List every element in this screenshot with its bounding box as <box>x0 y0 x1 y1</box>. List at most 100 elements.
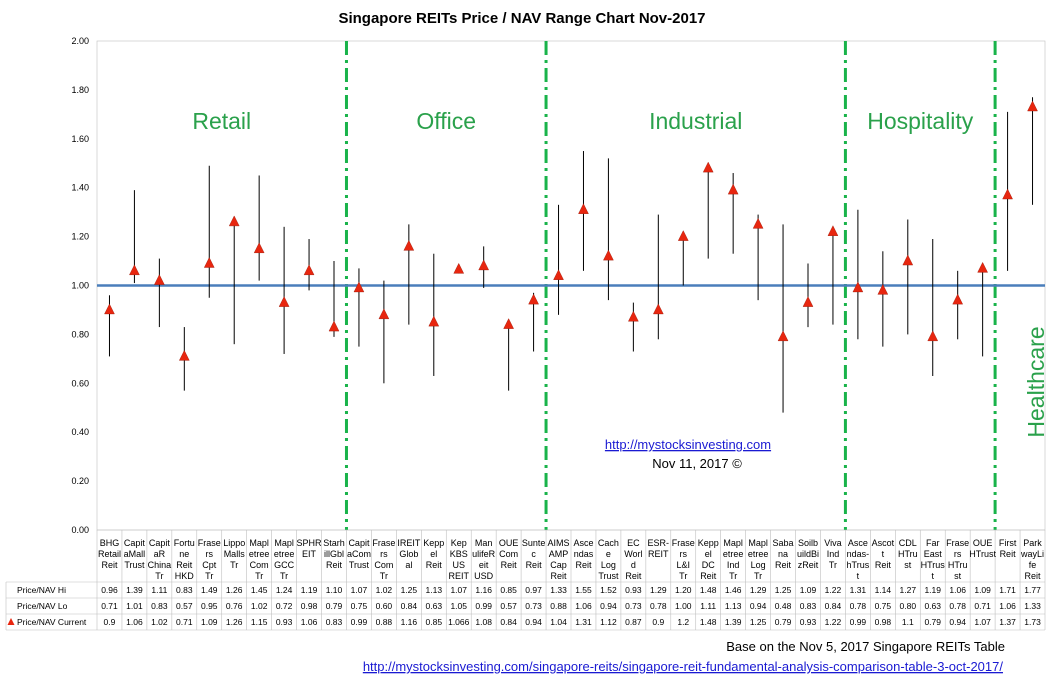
table-cell: 0.94 <box>525 617 542 627</box>
category-label: Man ulifeR eit USD <box>472 538 496 581</box>
table-cell: 0.79 <box>326 601 343 611</box>
row-label: Price/NAV Lo <box>17 601 68 611</box>
current-marker <box>203 257 215 268</box>
table-cell: 0.57 <box>500 601 517 611</box>
table-cell: 1.07 <box>974 617 991 627</box>
category-label: Park wayLi fe Reit <box>1020 538 1044 581</box>
table-cell: 1.02 <box>251 601 268 611</box>
table-cell: 0.85 <box>500 585 517 595</box>
table-cell: 0.88 <box>550 601 567 611</box>
sector-label: Hospitality <box>867 108 974 134</box>
annotation-date: Nov 11, 2017 © <box>652 456 742 471</box>
y-tick-label: 1.60 <box>71 134 89 144</box>
table-cell: 0.78 <box>650 601 667 611</box>
table-cell: 1.08 <box>475 617 492 627</box>
sector-label: Retail <box>192 108 251 134</box>
current-marker <box>503 318 514 329</box>
table-cell: 1.09 <box>800 585 817 595</box>
category-label: Soilb uildBi zReit <box>797 538 819 570</box>
category-label: Capit aMall Trust <box>124 538 146 570</box>
table-cell: 0.76 <box>226 601 243 611</box>
table-cell: 0.98 <box>875 617 892 627</box>
current-marker <box>1002 188 1013 200</box>
current-marker <box>328 320 340 332</box>
table-cell: 0.75 <box>351 601 368 611</box>
category-label: Capit aCom Trust <box>347 538 371 570</box>
current-marker <box>802 296 814 307</box>
table-cell: 0.83 <box>800 601 817 611</box>
table-cell: 0.93 <box>800 617 817 627</box>
table-cell: 0.71 <box>176 617 193 627</box>
category-label: First Reit <box>999 538 1017 559</box>
category-label: Far East HTrus t <box>921 538 946 581</box>
y-tick-label: 0.60 <box>71 378 89 388</box>
row-label: Price/NAV Current <box>17 617 87 627</box>
table-cell: 1.2 <box>677 617 689 627</box>
table-cell: 0.98 <box>301 601 318 611</box>
table-cell: 1.02 <box>151 617 168 627</box>
current-marker <box>628 310 639 322</box>
table-cell: 1.11 <box>151 585 167 595</box>
table-cell: 0.9 <box>104 617 116 627</box>
table-cell: 1.77 <box>1024 585 1041 595</box>
table-cell: 1.55 <box>575 585 592 595</box>
table-cell: 0.99 <box>351 617 368 627</box>
table-cell: 0.84 <box>500 617 517 627</box>
annotation-link[interactable]: http://mystocksinvesting.com <box>605 437 771 452</box>
category-label: BHG Retail Reit <box>98 538 121 570</box>
table-cell: 1.45 <box>251 585 268 595</box>
current-marker <box>727 183 739 195</box>
current-marker <box>877 283 889 295</box>
table-cell: 1.01 <box>126 601 143 611</box>
current-marker <box>253 242 265 254</box>
table-cell: 0.97 <box>525 585 542 595</box>
table-cell: 1.16 <box>401 617 418 627</box>
y-tick-label: 0.80 <box>71 329 89 339</box>
table-cell: 0.83 <box>151 601 168 611</box>
table-cell: 1.11 <box>700 601 716 611</box>
current-marker <box>977 261 988 273</box>
current-marker <box>104 303 115 315</box>
sector-label: Industrial <box>649 108 742 134</box>
table-cell: 1.06 <box>126 617 143 627</box>
table-cell: 0.95 <box>201 601 218 611</box>
current-marker <box>902 254 914 266</box>
table-cell: 1.31 <box>850 585 867 595</box>
current-marker <box>303 264 315 276</box>
table-cell: 1.22 <box>825 617 842 627</box>
table-cell: 1.19 <box>924 585 941 595</box>
category-label: Asce ndas-hTrus t <box>847 538 870 581</box>
table-cell: 1.39 <box>126 585 143 595</box>
table-cell: 1.26 <box>226 585 243 595</box>
category-label: Kepp el Reit <box>423 538 444 570</box>
table-cell: 0.9 <box>652 617 664 627</box>
table-cell: 1.33 <box>1024 601 1041 611</box>
table-cell: 1.13 <box>725 601 742 611</box>
current-marker <box>428 315 440 327</box>
category-label: Kep KBS US REIT <box>448 538 469 581</box>
legend-marker <box>7 618 15 625</box>
table-cell: 1.25 <box>750 617 767 627</box>
table-cell: 1.48 <box>700 617 717 627</box>
category-label: Saba na Reit <box>773 538 794 570</box>
current-marker <box>927 330 939 342</box>
table-cell: 1.06 <box>999 601 1016 611</box>
current-marker <box>378 308 390 320</box>
category-label: Mapl etree GCC Tr <box>274 538 295 581</box>
table-cell: 1.05 <box>450 601 467 611</box>
table-cell: 1.20 <box>675 585 692 595</box>
table-cell: 0.84 <box>401 601 418 611</box>
current-marker <box>228 215 240 227</box>
table-cell: 1.16 <box>475 585 492 595</box>
footer-link[interactable]: http://mystocksinvesting.com/singapore-r… <box>363 659 1004 674</box>
current-marker <box>154 274 165 285</box>
table-cell: 0.79 <box>775 617 792 627</box>
table-cell: 1.15 <box>251 617 268 627</box>
chart-title: Singapore REITs Price / NAV Range Chart … <box>338 10 705 27</box>
current-marker <box>553 269 564 280</box>
y-tick-label: 1.20 <box>71 232 89 242</box>
current-marker <box>752 217 764 229</box>
current-marker <box>278 296 290 307</box>
table-cell: 0.94 <box>750 601 767 611</box>
